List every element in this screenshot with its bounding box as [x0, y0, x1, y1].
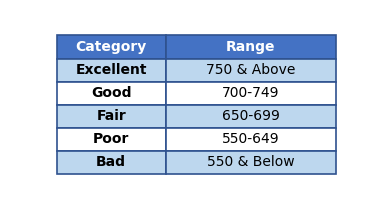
Bar [57, 105, 165, 128]
Text: 650-699: 650-699 [222, 109, 280, 123]
Text: 550-649: 550-649 [222, 132, 280, 146]
Bar [165, 151, 336, 174]
Bar [165, 35, 336, 59]
Bar [165, 59, 336, 82]
Text: 750 & Above: 750 & Above [206, 63, 295, 77]
Bar [165, 82, 336, 105]
Bar [57, 128, 165, 151]
Text: Good: Good [91, 86, 131, 100]
Bar [57, 35, 165, 59]
Bar [57, 59, 165, 82]
Text: Fair: Fair [96, 109, 126, 123]
Bar [57, 151, 165, 174]
Bar [165, 105, 336, 128]
Text: Category: Category [75, 40, 147, 54]
Bar [57, 82, 165, 105]
Text: 700-749: 700-749 [222, 86, 280, 100]
Text: Poor: Poor [93, 132, 129, 146]
Bar [165, 128, 336, 151]
Text: Range: Range [226, 40, 275, 54]
Text: 550 & Below: 550 & Below [207, 155, 295, 169]
Text: Excellent: Excellent [75, 63, 147, 77]
Text: Bad: Bad [96, 155, 126, 169]
